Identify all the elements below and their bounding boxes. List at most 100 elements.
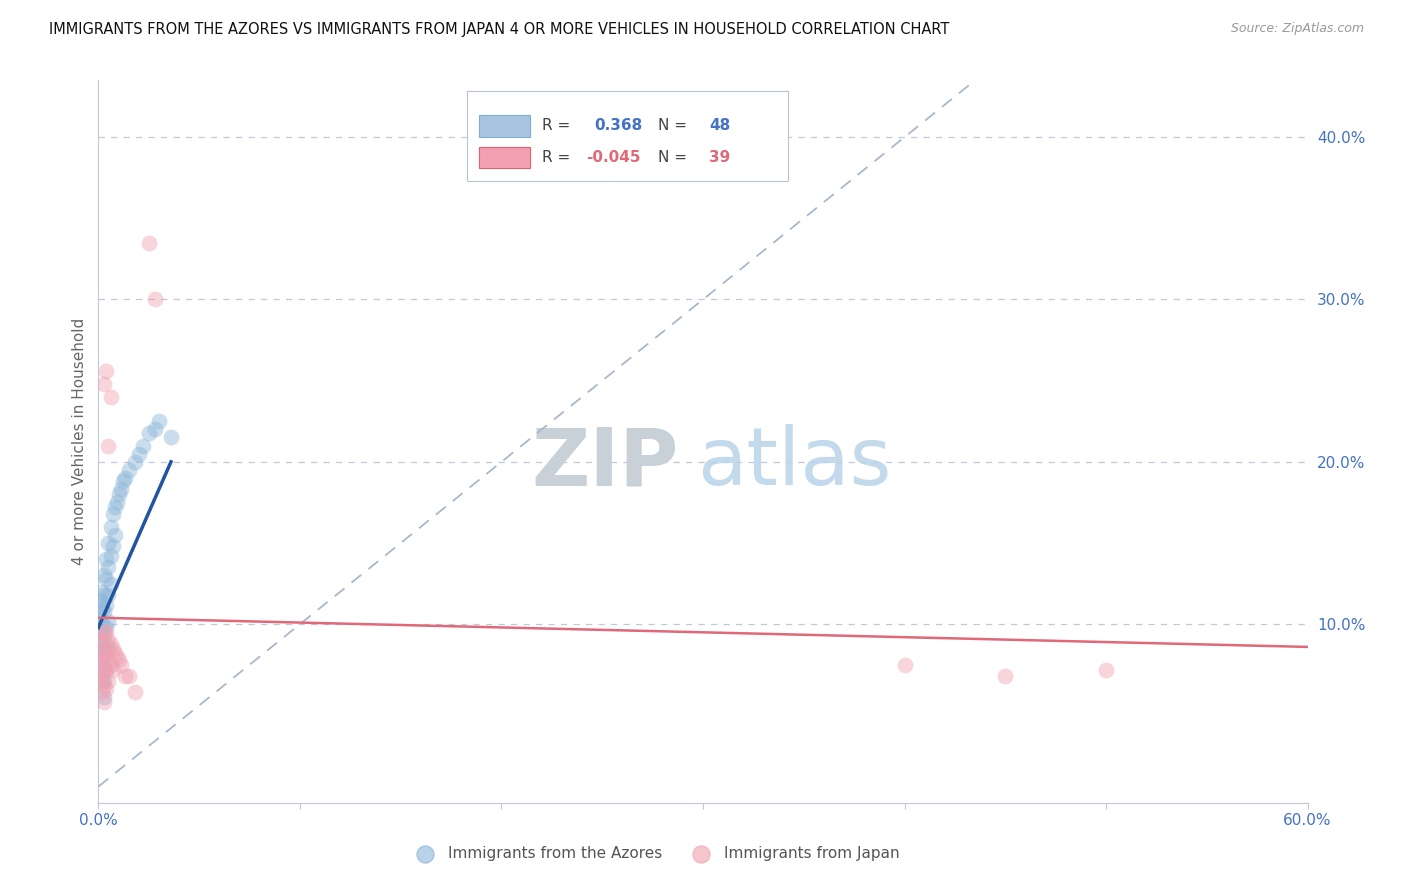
Point [148, 414, 170, 428]
Point [118, 463, 141, 477]
Point [93, 604, 115, 618]
Point [93, 695, 115, 709]
Point [124, 685, 146, 699]
Point [111, 475, 134, 489]
FancyBboxPatch shape [479, 147, 530, 169]
Point [110, 657, 132, 672]
Point [97, 614, 120, 628]
Point [96, 620, 118, 634]
Point [100, 520, 122, 534]
Point [128, 447, 150, 461]
Point [893, 657, 915, 672]
Point [97, 641, 120, 656]
Point [114, 669, 136, 683]
Point [93, 641, 115, 656]
Text: R =: R = [543, 150, 571, 165]
Point [97, 560, 120, 574]
Point [101, 641, 124, 656]
Point [107, 487, 129, 501]
Point [100, 657, 122, 672]
Point [160, 430, 183, 444]
Y-axis label: 4 or more Vehicles in Household: 4 or more Vehicles in Household [72, 318, 87, 566]
Point [96, 663, 118, 677]
Point [124, 455, 146, 469]
Point [1095, 663, 1118, 677]
Point [96, 663, 118, 677]
Point [91, 584, 114, 599]
Point [143, 293, 166, 307]
Point [93, 376, 115, 391]
Point [89, 669, 111, 683]
Point [96, 637, 118, 651]
Point [91, 601, 114, 615]
Point [89, 653, 111, 667]
Point [91, 673, 114, 688]
Point [91, 649, 114, 664]
Point [96, 625, 118, 640]
Point [97, 439, 120, 453]
Text: IMMIGRANTS FROM THE AZORES VS IMMIGRANTS FROM JAPAN 4 OR MORE VEHICLES IN HOUSEH: IMMIGRANTS FROM THE AZORES VS IMMIGRANTS… [49, 22, 949, 37]
Point [89, 633, 111, 648]
Point [96, 682, 118, 697]
Point [138, 235, 160, 250]
Point [93, 568, 115, 582]
Point [143, 422, 166, 436]
Text: Source: ZipAtlas.com: Source: ZipAtlas.com [1230, 22, 1364, 36]
Text: 48: 48 [709, 119, 730, 133]
Point [110, 483, 132, 497]
Point [96, 552, 118, 566]
Point [93, 657, 115, 672]
Point [89, 609, 111, 624]
Point [91, 685, 114, 699]
Text: N =: N = [658, 119, 688, 133]
Point [93, 663, 115, 677]
Point [100, 637, 122, 651]
Text: atlas: atlas [697, 425, 891, 502]
Point [101, 507, 124, 521]
Point [97, 633, 120, 648]
FancyBboxPatch shape [479, 115, 530, 136]
Point [103, 528, 125, 542]
Point [103, 500, 125, 515]
Point [96, 572, 118, 586]
Text: R =: R = [543, 119, 571, 133]
Point [103, 647, 125, 661]
Point [96, 598, 118, 612]
Point [97, 588, 120, 602]
Point [101, 539, 124, 553]
Point [89, 625, 111, 640]
Point [100, 549, 122, 563]
Point [91, 637, 114, 651]
Point [91, 669, 114, 683]
Point [91, 633, 114, 648]
Point [101, 663, 124, 677]
Point [93, 690, 115, 705]
Point [93, 673, 115, 688]
Point [100, 390, 122, 404]
Point [97, 536, 120, 550]
Point [91, 653, 114, 667]
Text: 39: 39 [709, 150, 730, 165]
Point [93, 647, 115, 661]
Point [132, 439, 155, 453]
Point [138, 425, 160, 440]
Point [100, 576, 122, 591]
Point [994, 669, 1017, 683]
Text: -0.045: -0.045 [586, 150, 640, 165]
Point [105, 649, 128, 664]
Point [105, 495, 128, 509]
Point [93, 679, 115, 693]
Text: ZIP: ZIP [531, 425, 679, 502]
Point [118, 669, 141, 683]
Point [93, 625, 115, 640]
FancyBboxPatch shape [467, 91, 787, 181]
Text: 0.368: 0.368 [595, 119, 643, 133]
Point [93, 625, 115, 640]
Point [107, 653, 129, 667]
Point [93, 588, 115, 602]
Point [114, 471, 136, 485]
Legend: Immigrants from the Azores, Immigrants from Japan: Immigrants from the Azores, Immigrants f… [404, 840, 905, 867]
Point [89, 592, 111, 607]
Point [97, 653, 120, 667]
Point [91, 617, 114, 632]
